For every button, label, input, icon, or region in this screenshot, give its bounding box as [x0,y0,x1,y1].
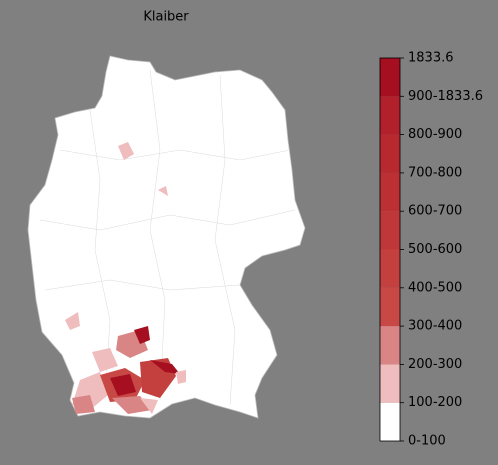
colorbar-segment [380,134,400,173]
germany-map [27,55,306,419]
colorbar-label: 1833.6 [408,51,454,66]
colorbar-segment [380,249,400,288]
colorbar-segment [380,96,400,135]
country-outline [27,55,306,419]
colorbar-segment [380,287,400,327]
colorbar-label: 900-1833.6 [408,89,483,104]
map-title: Klaiber [143,10,189,25]
colorbar-segment [380,326,400,365]
colorbar: 0-100 100-200 200-300 300-400 400-500 500-600… [379,51,483,449]
colorbar-label: 300-400 [408,319,462,334]
district-borders [39,69,296,406]
colorbar-segment [380,211,400,250]
colorbar-label: 0-100 [408,434,446,449]
colorbar-label: 500-600 [408,242,462,257]
colorbar-segment [380,58,400,97]
colorbar-label: 700-800 [408,165,462,180]
colorbar-label: 100-200 [408,395,462,410]
colorbar-segment [380,402,400,441]
colorbar-segment [380,172,400,212]
shaded-districts [65,142,186,414]
colorbar-label: 600-700 [408,204,462,219]
colorbar-label: 400-500 [408,280,462,295]
colorbar-label: 800-900 [408,127,462,142]
colorbar-label: 200-300 [408,357,462,372]
colorbar-segment [380,364,400,403]
